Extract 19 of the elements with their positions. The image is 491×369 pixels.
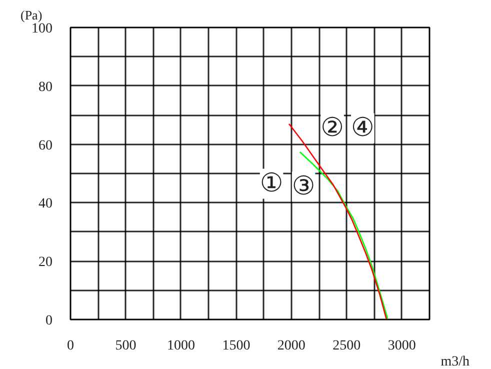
y-tick-label: 60: [38, 138, 52, 154]
x-tick-label: 500: [115, 338, 136, 354]
annotation: ③: [292, 172, 316, 202]
y-tick-label: 0: [46, 314, 52, 328]
x-tick-label: 2000: [277, 338, 306, 354]
x-tick-label: 1000: [166, 338, 195, 354]
x-axis-title: m3/h: [440, 354, 470, 369]
y-tick-label: 100: [32, 22, 52, 36]
annotation: ④: [351, 113, 374, 144]
x-tick-label: 0: [67, 338, 74, 354]
x-tick-label: 3000: [388, 338, 416, 354]
y-axis-title: (Pa): [20, 8, 42, 22]
x-tick-label: 1500: [222, 338, 250, 354]
x-tick-label: 2500: [332, 338, 361, 354]
y-tick-label: 40: [38, 196, 52, 212]
y-tick-label: 80: [38, 80, 52, 95]
y-tick-label: 20: [38, 255, 52, 270]
annotation: ②: [320, 113, 344, 144]
annotation: ①: [260, 168, 284, 199]
